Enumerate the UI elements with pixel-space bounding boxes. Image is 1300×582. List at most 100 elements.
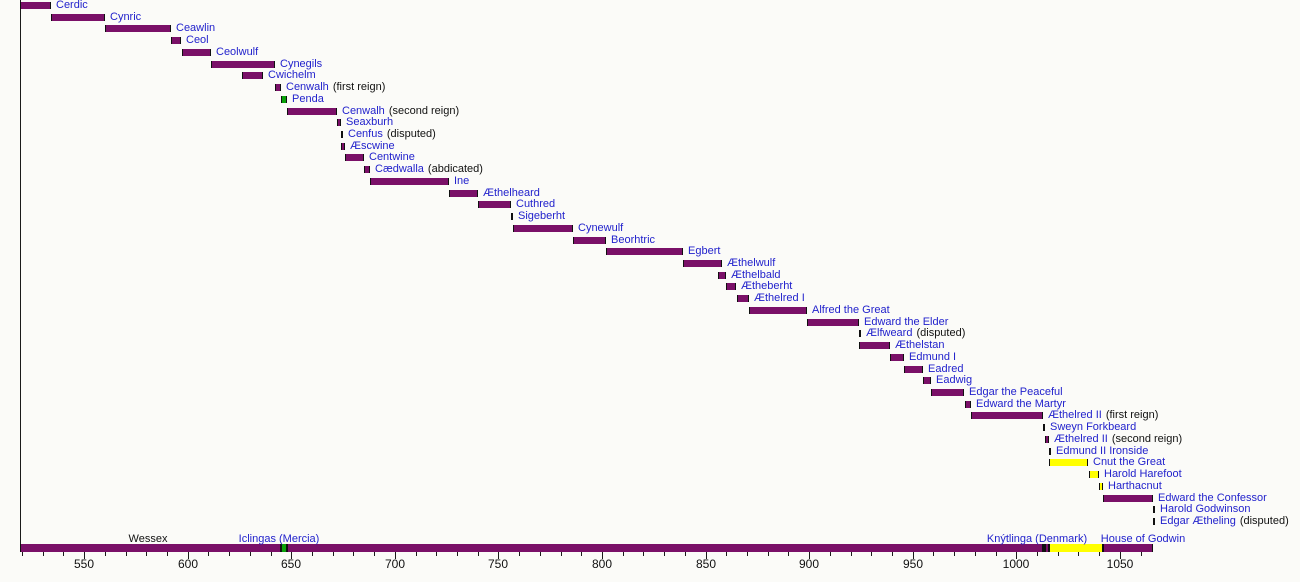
minor-tick-840 (685, 552, 686, 556)
monarch-name: Edward the Martyr (976, 398, 1066, 410)
tick-label-600: 600 (177, 557, 199, 571)
reign-bar-seaxburh (337, 119, 341, 126)
reign-label-edward-the-confessor: Edward the Confessor (1158, 493, 1267, 504)
reign-label-harthacnut: Harthacnut (1108, 481, 1162, 492)
reign-label-aelfweard-disputed: Ælfweard (disputed) (866, 328, 965, 339)
reign-label-sweyn-forkbeard: Sweyn Forkbeard (1050, 422, 1136, 433)
reign-bar-aethelred-ii-first-reign (971, 412, 1043, 419)
reign-bar-centwine (345, 154, 364, 161)
monarch-name: Ceolwulf (216, 46, 259, 58)
major-tick-1050 (1120, 552, 1121, 559)
monarch-name: Æthelred II (1054, 433, 1108, 445)
reign-bar-aescwine (341, 143, 345, 150)
reign-bar-ceawlin (105, 25, 171, 32)
minor-tick-830 (664, 552, 665, 556)
reign-bar-ine (370, 178, 449, 185)
reign-label-ceolwulf: Ceolwulf (216, 47, 258, 58)
reign-label-aethelred-ii-first-reign: Æthelred II (first reign) (1048, 410, 1158, 421)
reign-bar-edmund-ii-ironside (1049, 448, 1051, 455)
reign-label-alfred-the-great: Alfred the Great (812, 305, 890, 316)
monarch-name: Æthelwulf (727, 257, 776, 269)
minor-tick-640 (271, 552, 272, 556)
reign-label-harold-harefoot: Harold Harefoot (1104, 469, 1182, 480)
tick-label-650: 650 (280, 557, 302, 571)
reign-label-seaxburh: Seaxburh (346, 117, 393, 128)
minor-tick-860 (726, 552, 727, 556)
reign-bar-cenwalh-second-reign (287, 108, 337, 115)
reign-bar-beorhtric (573, 237, 606, 244)
monarch-name: Cynewulf (578, 222, 624, 234)
reign-bar-ceol (171, 37, 181, 44)
reign-label-aethelheard: Æthelheard (483, 188, 540, 199)
reign-bar-cerdic (20, 2, 51, 9)
reign-note: (first reign) (332, 81, 386, 93)
reign-label-ceawlin: Ceawlin (176, 23, 215, 34)
major-tick-750 (498, 552, 499, 559)
reign-bar-eadwig (923, 377, 931, 384)
reign-label-egbert: Egbert (688, 246, 720, 257)
minor-tick-690 (374, 552, 375, 556)
reign-label-penda: Penda (292, 94, 324, 105)
house-segment-wessex-4 (1045, 544, 1049, 552)
reign-label-edward-the-martyr: Edward the Martyr (976, 399, 1066, 410)
reign-label-edgar-aetheling-disputed: Edgar Ætheling (disputed) (1160, 516, 1289, 527)
reign-label-cenwalh-first-reign: Cenwalh (first reign) (286, 82, 385, 93)
house-label-iclingas-mercia: Iclingas (Mercia) (238, 533, 320, 545)
monarch-name: Æthelred II (1048, 409, 1102, 421)
monarch-name: Edgar the Peaceful (969, 386, 1063, 398)
reign-label-cenfus-disputed: Cenfus (disputed) (348, 129, 436, 140)
house-label-house-of-godwin: House of Godwin (1100, 533, 1186, 545)
reign-label-eadwig: Eadwig (936, 375, 972, 386)
monarch-name: Cynric (110, 11, 142, 23)
monarch-name: Æthelstan (895, 339, 945, 351)
reign-label-centwine: Centwine (369, 152, 415, 163)
monarch-name: Ceawlin (176, 22, 216, 34)
minor-tick-780 (561, 552, 562, 556)
reign-bar-cynric (51, 14, 105, 21)
tick-label-550: 550 (73, 557, 95, 571)
reign-label-cynewulf: Cynewulf (578, 223, 623, 234)
house-segment-denmark-5 (1049, 544, 1103, 552)
reign-note: (disputed) (1239, 515, 1289, 527)
reign-label-aetheberht: Ætheberht (741, 281, 792, 292)
house-segment-wessex-2 (287, 544, 1043, 552)
reign-bar-cnut-the-great (1049, 459, 1088, 466)
major-tick-1000 (1016, 552, 1017, 559)
reign-bar-edgar-the-peaceful (931, 389, 964, 396)
reign-label-beorhtric: Beorhtric (611, 235, 655, 246)
tick-label-800: 800 (591, 557, 613, 571)
minor-tick-520 (22, 552, 23, 556)
minor-tick-820 (643, 552, 644, 556)
minor-tick-620 (229, 552, 230, 556)
monarch-name: Cwichelm (268, 69, 316, 81)
monarch-name: Sigeberht (518, 210, 566, 222)
minor-tick-1060 (1141, 552, 1142, 556)
reign-bar-aethelred-ii-second-reign (1045, 436, 1049, 443)
reign-label-cynric: Cynric (110, 12, 141, 23)
monarch-name: Beorhtric (611, 234, 656, 246)
reign-bar-cynegils (211, 61, 275, 68)
reign-bar-aethelbald (718, 272, 726, 279)
minor-tick-630 (250, 552, 251, 556)
y-axis-line (20, 0, 21, 552)
minor-tick-870 (747, 552, 748, 556)
monarch-name: Seaxburh (346, 116, 394, 128)
monarch-name: Alfred the Great (812, 304, 890, 316)
minor-tick-530 (43, 552, 44, 556)
monarch-name: Eadwig (936, 374, 973, 386)
minor-tick-880 (768, 552, 769, 556)
monarch-name: Æthelheard (483, 187, 540, 199)
monarch-name: Cenwalh (342, 105, 385, 117)
minor-tick-760 (519, 552, 520, 556)
tick-label-700: 700 (384, 557, 406, 571)
major-tick-800 (602, 552, 603, 559)
major-tick-950 (913, 552, 914, 559)
reign-label-aescwine: Æscwine (350, 141, 395, 152)
major-tick-900 (809, 552, 810, 559)
monarch-name: Edward the Confessor (1158, 492, 1267, 504)
monarch-name: Harthacnut (1108, 480, 1162, 492)
minor-tick-710 (416, 552, 417, 556)
monarch-name: Edmund I (909, 351, 957, 363)
reign-bar-edward-the-confessor (1103, 495, 1153, 502)
